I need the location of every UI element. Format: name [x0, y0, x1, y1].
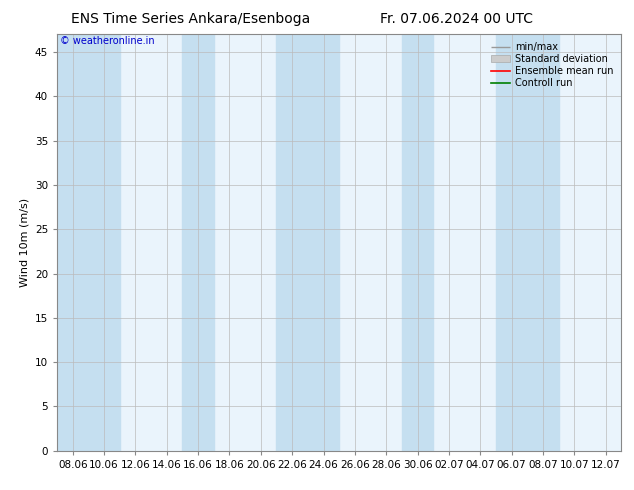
Y-axis label: Wind 10m (m/s): Wind 10m (m/s): [19, 198, 29, 287]
Text: ENS Time Series Ankara/Esenboga: ENS Time Series Ankara/Esenboga: [70, 12, 310, 26]
Bar: [496, 34, 559, 451]
Bar: [57, 34, 120, 451]
Bar: [402, 34, 433, 451]
Legend: min/max, Standard deviation, Ensemble mean run, Controll run: min/max, Standard deviation, Ensemble me…: [488, 39, 616, 91]
Bar: [276, 34, 339, 451]
Bar: [183, 34, 214, 451]
Text: © weatheronline.in: © weatheronline.in: [60, 36, 155, 47]
Text: Fr. 07.06.2024 00 UTC: Fr. 07.06.2024 00 UTC: [380, 12, 533, 26]
